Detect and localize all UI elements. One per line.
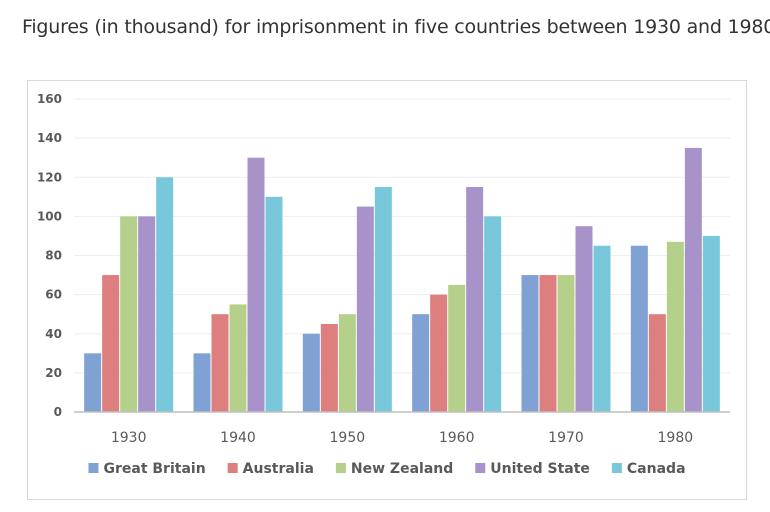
x-axis-ticks: 1930 1940 1950 1960 1970 1980	[111, 430, 693, 446]
y-axis-ticks: 0 20 40 60 80 100 120 140 160	[37, 92, 62, 419]
bar-united-state-1930	[138, 216, 156, 412]
x-tick-label: 1970	[548, 430, 584, 446]
x-tick-label: 1930	[111, 430, 147, 446]
y-tick-label: 140	[37, 131, 62, 145]
bar-australia-1950	[320, 323, 338, 412]
legend-item: New Zealand	[335, 461, 453, 477]
bar-canada-1970	[593, 245, 611, 412]
bar-great-britain-1940	[193, 353, 211, 412]
x-tick-label: 1960	[439, 430, 475, 446]
legend-swatch	[335, 463, 346, 473]
y-tick-label: 60	[45, 288, 62, 302]
y-tick-label: 80	[45, 249, 62, 263]
legend-item: Canada	[611, 461, 686, 477]
bar-new-zealand-1930	[120, 216, 138, 412]
bar-new-zealand-1980	[666, 241, 684, 412]
page-title: Figures (in thousand) for imprisonment i…	[22, 16, 770, 38]
bar-new-zealand-1970	[557, 275, 575, 412]
bar-united-state-1940	[247, 157, 265, 412]
bar-great-britain-1980	[630, 245, 648, 412]
bar-canada-1950	[374, 187, 392, 412]
bar-canada-1960	[484, 216, 502, 412]
legend-label: Great Britain	[103, 461, 205, 477]
y-tick-label: 40	[45, 327, 62, 341]
bar-australia-1980	[648, 314, 666, 412]
y-tick-label: 20	[45, 366, 62, 380]
bar-great-britain-1970	[521, 275, 539, 412]
legend-item: Great Britain	[88, 461, 206, 477]
legend-swatch	[611, 463, 622, 473]
legend-swatch	[88, 463, 99, 473]
bar-australia-1930	[102, 275, 120, 412]
bar-united-state-1980	[684, 147, 702, 412]
y-tick-label: 160	[37, 92, 62, 106]
legend-label: Australia	[243, 461, 314, 477]
bar-great-britain-1960	[412, 314, 430, 412]
legend-label: United State	[490, 461, 590, 477]
bar-new-zealand-1940	[229, 304, 247, 412]
bar-new-zealand-1950	[338, 314, 356, 412]
bar-australia-1940	[211, 314, 229, 412]
bar-australia-1960	[430, 294, 448, 412]
legend: Great Britain Australia New Zealand United …	[88, 461, 686, 477]
x-tick-label: 1940	[220, 430, 256, 446]
bar-great-britain-1950	[302, 333, 320, 412]
bar-united-state-1970	[575, 226, 593, 412]
legend-swatch	[227, 463, 238, 473]
bar-united-state-1960	[466, 187, 484, 412]
bar-canada-1930	[156, 177, 174, 412]
bars	[84, 147, 720, 412]
x-tick-label: 1950	[330, 430, 366, 446]
legend-label: New Zealand	[351, 461, 453, 477]
legend-item: Australia	[227, 461, 314, 477]
bar-australia-1970	[539, 275, 557, 412]
y-tick-label: 0	[54, 405, 62, 419]
y-tick-label: 120	[37, 170, 62, 184]
legend-item: United State	[475, 461, 590, 477]
bar-canada-1940	[265, 196, 283, 412]
gridlines	[74, 98, 730, 374]
bar-new-zealand-1960	[448, 284, 466, 412]
legend-label: Canada	[627, 461, 686, 477]
y-tick-label: 100	[37, 209, 62, 223]
bar-united-state-1950	[356, 206, 374, 412]
legend-swatch	[475, 463, 486, 473]
bar-canada-1980	[702, 235, 720, 412]
bar-great-britain-1930	[84, 353, 102, 412]
x-tick-label: 1980	[658, 430, 694, 446]
chart-frame: 0 20 40 60 80 100 120 140 160 1930 1940 1950 1960 19…	[27, 80, 747, 500]
